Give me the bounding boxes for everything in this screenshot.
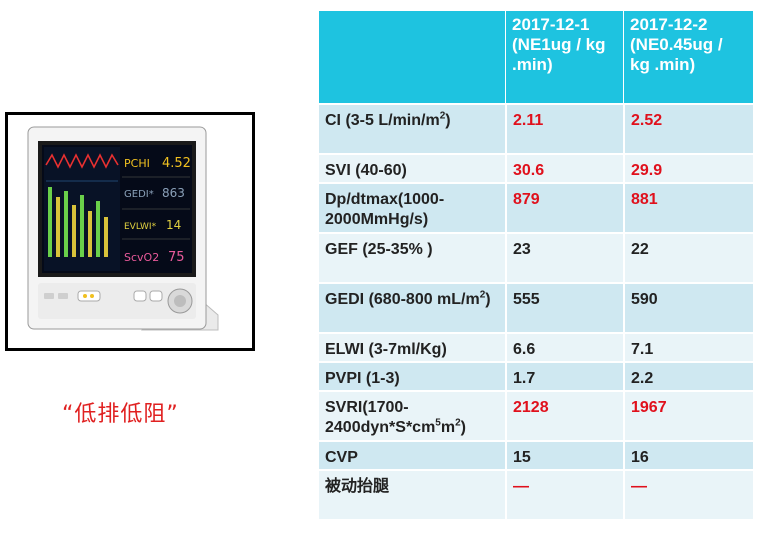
patient-monitor-image: PCHI 4.52 GEDI* 863 EVLWI* 14 ScvO2 75 — [22, 125, 235, 341]
value-date-1: 6.6 — [505, 332, 623, 361]
value-date-2: 7.1 — [623, 332, 753, 361]
header-date-2: 2017-12-2 (NE0.45ug / kg .min) — [623, 11, 753, 103]
value-date-2: 29.9 — [623, 153, 753, 182]
parameter-cell: CI (3-5 L/min/m2) — [319, 103, 505, 153]
table-header-row: 2017-12-1 (NE1ug / kg .min) 2017-12-2 (N… — [319, 11, 753, 103]
parameter-label: Dp/dtmax(1000-2000MmHg/s) — [325, 191, 445, 228]
value-date-2: 1967 — [623, 390, 753, 440]
value-date-1: 30.6 — [505, 153, 623, 182]
parameter-cell: ELWI (3-7ml/Kg) — [319, 332, 505, 361]
value-date-1: 23 — [505, 232, 623, 282]
pchi-label: PCHI — [124, 157, 150, 170]
unit-suffix: ) — [460, 419, 466, 436]
hemodynamic-table: 2017-12-1 (NE1ug / kg .min) 2017-12-2 (N… — [319, 11, 753, 519]
unit-superscript: 5 — [435, 417, 441, 429]
scvo2-label: ScvO2 — [124, 251, 159, 264]
value-date-1: 1.7 — [505, 361, 623, 390]
table-row: CVP 15 16 — [319, 440, 753, 469]
value-date-1: 2.11 — [505, 103, 623, 153]
parameter-cell: 被动抬腿 — [319, 469, 505, 519]
header-parameter — [319, 11, 505, 103]
value-date-1: 555 — [505, 282, 623, 332]
value-date-2: 2.52 — [623, 103, 753, 153]
unit-suffix: ) — [445, 112, 451, 129]
evlwi-value: 14 — [166, 218, 181, 232]
parameter-label: CI (3-5 L/min/m — [325, 112, 440, 129]
pchi-value: 4.52 — [162, 156, 191, 171]
parameter-cell: CVP — [319, 440, 505, 469]
unit-suffix: m — [440, 419, 456, 436]
table-row: ELWI (3-7ml/Kg) 6.6 7.1 — [319, 332, 753, 361]
table-row: Dp/dtmax(1000-2000MmHg/s) 879 881 — [319, 182, 753, 232]
value-date-2: 881 — [623, 182, 753, 232]
value-date-1: — — [505, 469, 623, 519]
unit-superscript: 2 — [455, 417, 461, 429]
value-date-1: 2128 — [505, 390, 623, 440]
table-row: SVI (40-60) 30.6 29.9 — [319, 153, 753, 182]
parameter-cell: Dp/dtmax(1000-2000MmHg/s) — [319, 182, 505, 232]
evlwi-label: EVLWI* — [124, 222, 157, 232]
value-date-2: 22 — [623, 232, 753, 282]
scvo2-value: 75 — [168, 250, 185, 265]
value-date-2: 2.2 — [623, 361, 753, 390]
value-date-1: 15 — [505, 440, 623, 469]
gedi-label: GEDI* — [124, 189, 154, 200]
header-date-1: 2017-12-1 (NE1ug / kg .min) — [505, 11, 623, 103]
value-date-2: 16 — [623, 440, 753, 469]
parameter-label: GEF (25-35% ) — [325, 241, 433, 258]
parameter-label: CVP — [325, 449, 358, 466]
caption-low-output-low-resistance: “低排低阻” — [62, 402, 179, 427]
parameter-cell: SVI (40-60) — [319, 153, 505, 182]
parameter-cell: GEDI (680-800 mL/m2) — [319, 282, 505, 332]
value-date-1: 879 — [505, 182, 623, 232]
parameter-cell: SVRI(1700-2400dyn*S*cm5m2) — [319, 390, 505, 440]
unit-superscript: 2 — [479, 289, 486, 301]
unit-suffix: ) — [485, 291, 491, 308]
parameter-label: SVRI(1700-2400dyn*S*cm — [325, 399, 436, 436]
unit-superscript: 2 — [439, 110, 446, 122]
monitor-photo: PCHI 4.52 GEDI* 863 EVLWI* 14 ScvO2 75 — [5, 112, 255, 351]
parameter-cell: GEF (25-35% ) — [319, 232, 505, 282]
table-row: GEF (25-35% ) 23 22 — [319, 232, 753, 282]
value-date-2: 590 — [623, 282, 753, 332]
parameter-label: PVPI (1-3) — [325, 370, 400, 387]
table-row: 被动抬腿 — — — [319, 469, 753, 519]
parameter-cell: PVPI (1-3) — [319, 361, 505, 390]
parameter-label: 被动抬腿 — [325, 478, 390, 495]
table-row: PVPI (1-3) 1.7 2.2 — [319, 361, 753, 390]
parameter-label: SVI (40-60) — [325, 162, 407, 179]
table-row: GEDI (680-800 mL/m2) 555 590 — [319, 282, 753, 332]
table-row: SVRI(1700-2400dyn*S*cm5m2) 2128 1967 — [319, 390, 753, 440]
value-date-2: — — [623, 469, 753, 519]
table-row: CI (3-5 L/min/m2) 2.11 2.52 — [319, 103, 753, 153]
gedi-value: 863 — [162, 186, 185, 200]
parameter-label: GEDI (680-800 mL/m — [325, 291, 480, 308]
parameter-label: ELWI (3-7ml/Kg) — [325, 341, 447, 358]
